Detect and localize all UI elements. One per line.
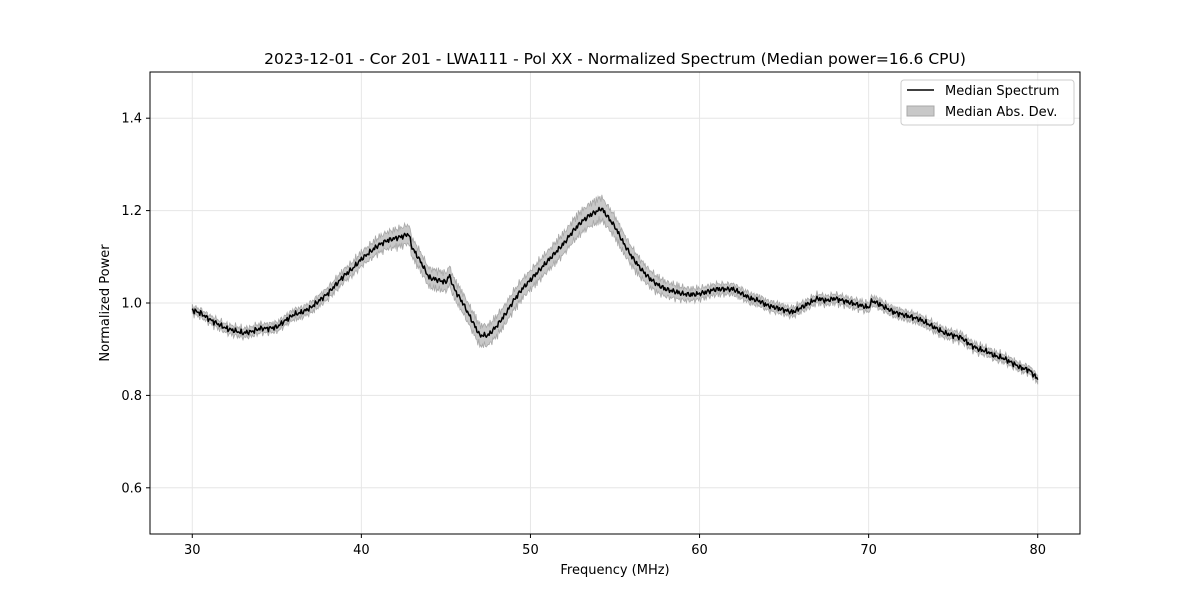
- x-tick-label: 40: [353, 543, 370, 558]
- legend-box: [900, 79, 1075, 126]
- y-tick-label: 0.6: [121, 481, 142, 496]
- x-tick-label: 50: [522, 543, 539, 558]
- axis-ticks: 30 40 50 60 70 80 0.6 0.8 1.0 1.2 1.4: [121, 112, 1046, 558]
- legend-median-spectrum: Median Spectrum: [945, 84, 1059, 99]
- legend-mad-swatch: [906, 105, 935, 117]
- grid: [150, 72, 1080, 534]
- median-spectrum-line: [191, 206, 1039, 381]
- x-tick-label: 70: [860, 543, 877, 558]
- x-tick-label: 80: [1029, 543, 1046, 558]
- median-line-layer: [191, 206, 1039, 381]
- chart-title: 2023-12-01 - Cor 201 - LWA111 - Pol XX -…: [264, 50, 966, 68]
- mad-band-layer: [191, 194, 1039, 385]
- legend: Median Spectrum Median Abs. Dev.: [900, 79, 1075, 126]
- mad-band: [191, 194, 1039, 385]
- y-tick-label: 1.4: [121, 112, 142, 127]
- legend-median-abs-dev: Median Abs. Dev.: [945, 105, 1057, 120]
- y-tick-label: 0.8: [121, 389, 142, 404]
- y-axis-label: Normalized Power: [98, 244, 113, 362]
- x-axis-label: Frequency (MHz): [560, 563, 669, 578]
- x-tick-label: 30: [184, 543, 201, 558]
- x-tick-label: 60: [691, 543, 708, 558]
- y-tick-label: 1.0: [121, 297, 142, 312]
- y-tick-label: 1.2: [121, 204, 142, 219]
